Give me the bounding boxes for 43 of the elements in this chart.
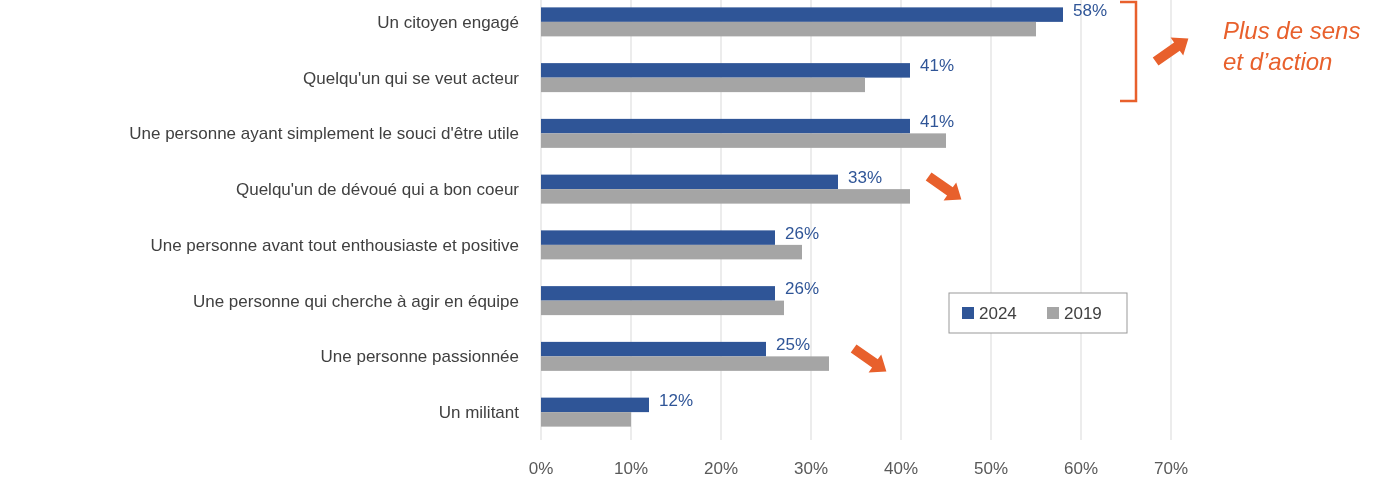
- bar: [541, 118, 910, 134]
- y-tick-label: Une personne passionnée: [320, 347, 519, 367]
- data-label: 33%: [848, 167, 883, 187]
- text: Plus de sens et d’action: [1223, 17, 1361, 75]
- bar: [541, 397, 649, 413]
- bar: [541, 412, 631, 427]
- y-tick-label: Quelqu'un de dévoué qui a bon coeur: [235, 180, 520, 200]
- x-tick-label: 30%: [793, 459, 829, 478]
- bar: [541, 356, 829, 371]
- bar: [541, 286, 775, 301]
- bar: [541, 189, 910, 204]
- y-tick-label: Une personne qui cherche à agir en équipe: [192, 291, 519, 311]
- x-tick-label: 40%: [883, 459, 919, 478]
- y-tick-label: Une personne avant tout enthousiaste et positive: [150, 235, 519, 255]
- x-tick-label: 70%: [1153, 459, 1189, 478]
- data-label: 58%: [1073, 0, 1108, 20]
- x-tick-label: 0%: [528, 459, 554, 478]
- y-tick-label: Un citoyen engagé: [377, 12, 519, 32]
- bar: [541, 230, 775, 245]
- bar: [541, 21, 1036, 37]
- data-label: 12%: [659, 390, 694, 410]
- x-tick-label: 50%: [973, 459, 1009, 478]
- data-label: 41%: [920, 56, 955, 76]
- bar: [541, 77, 865, 93]
- legend-label: 2019: [1064, 304, 1102, 323]
- bar: [541, 244, 802, 260]
- data-label: 26%: [785, 279, 820, 299]
- bar: [541, 7, 1063, 22]
- legend-label: 2024: [979, 304, 1017, 323]
- bar: [541, 300, 784, 316]
- bar: [541, 63, 910, 78]
- y-tick-label: Une personne ayant simplement le souci d'être utile: [129, 124, 519, 144]
- bar: [541, 133, 946, 148]
- y-tick-label: Un militant: [438, 403, 520, 423]
- y-tick-label: Quelqu'un qui se veut acteur: [303, 68, 520, 88]
- data-label: 26%: [785, 223, 820, 243]
- bar: [541, 174, 838, 190]
- data-label: 25%: [776, 335, 811, 355]
- x-tick-label: 60%: [1063, 459, 1099, 478]
- x-tick-label: 10%: [613, 459, 649, 478]
- bar: [541, 341, 766, 357]
- data-label: 41%: [920, 112, 955, 132]
- x-tick-label: 20%: [703, 459, 739, 478]
